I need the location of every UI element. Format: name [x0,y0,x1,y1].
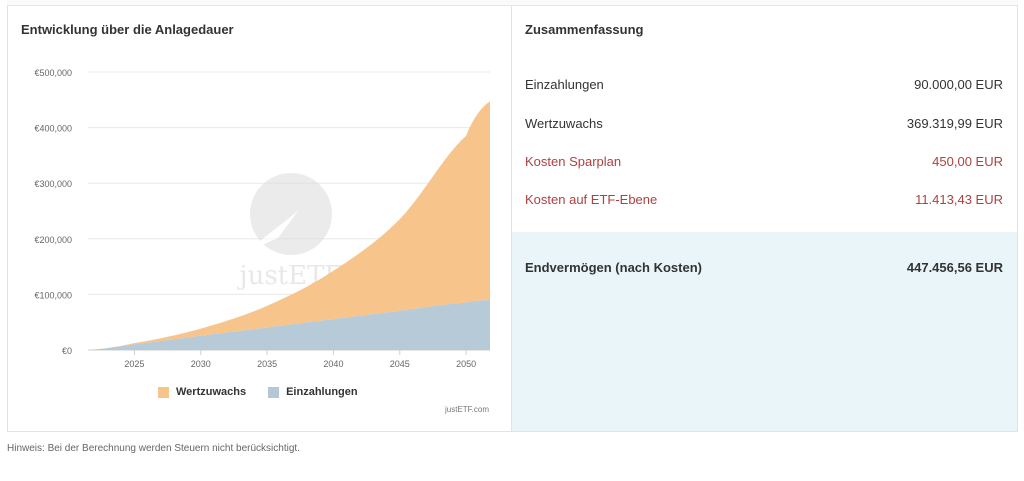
summary-row-value: 450,00 EUR [932,153,1003,169]
legend-swatch-wertzuwachs [158,386,169,398]
summary-row-wertzuwachs: Wertzuwachs 369.319,99 EUR [525,113,1003,133]
watermark-arrow [246,211,298,252]
summary-row-label: Kosten auf ETF-Ebene [525,191,658,207]
summary-panel: Zusammenfassung Einzahlungen 90.000,00 E… [512,6,1018,432]
x-tick-label: 2030 [191,359,211,369]
final-value: 447.456,56 EUR [906,259,1003,275]
y-tick-label: €500,000 [34,68,72,78]
area-chart: €0 €100,000 €200,000 €300,000 €400,000 €500,0… [34,68,490,369]
legend-item-wertzuwachs[interactable]: Wertzuwachs [158,386,246,398]
tax-note: Hinweis: Bei der Berechnung werden Steue… [7,443,300,454]
y-tick-label: €300,000 [34,179,72,189]
x-tick-label: 2035 [257,359,277,369]
summary-row-endvermoegen: Endvermögen (nach Kosten) 447.456,56 EUR [525,257,1003,277]
summary-row-label: Kosten Sparplan [525,153,622,169]
summary-row-value: 369.319,99 EUR [906,115,1003,131]
chart-panel: Entwicklung über die Anlagedauer €0 €100,… [7,6,512,432]
legend-swatch-einzahlungen [268,386,280,398]
y-tick-label: €0 [62,346,72,356]
summary-row-value: 11.413,43 EUR [915,191,1003,207]
legend-item-einzahlungen[interactable]: Einzahlungen [268,386,358,398]
summary-row-kosten-etf-ebene: Kosten auf ETF-Ebene 11.413,43 EUR [525,189,1003,209]
chart-legend: Wertzuwachs Einzahlungen [158,386,358,398]
final-label: Endvermögen (nach Kosten) [525,259,702,275]
x-tick-label: 2050 [456,359,476,369]
y-tick-label: €200,000 [34,235,72,245]
area-einzahlungen [88,300,490,350]
summary-row-label: Einzahlungen [525,76,604,92]
summary-row-einzahlungen: Einzahlungen 90.000,00 EUR [525,74,1003,94]
top-border [7,0,1018,6]
summary-row-value: 90.000,00 EUR [914,76,1003,92]
x-tick-label: 2040 [323,359,343,369]
legend-label-einzahlungen: Einzahlungen [286,386,358,398]
area-wertzuwachs [88,101,490,350]
summary-title: Zusammenfassung [525,22,644,37]
legend-label-wertzuwachs: Wertzuwachs [176,386,247,398]
x-tick-label: 2045 [390,359,410,369]
x-tick-label: 2025 [124,359,144,369]
chart-title: Entwicklung über die Anlagedauer [21,22,234,37]
y-tick-label: €100,000 [34,290,72,300]
summary-row-label: Wertzuwachs [525,115,603,131]
y-tick-label: €400,000 [34,124,72,134]
watermark-logo: justETF [237,173,342,291]
final-value-box: Endvermögen (nach Kosten) 447.456,56 EUR [512,232,1017,431]
summary-row-kosten-sparplan: Kosten Sparplan 450,00 EUR [525,151,1003,171]
chart-credit-link[interactable]: justETF.com [444,405,489,414]
